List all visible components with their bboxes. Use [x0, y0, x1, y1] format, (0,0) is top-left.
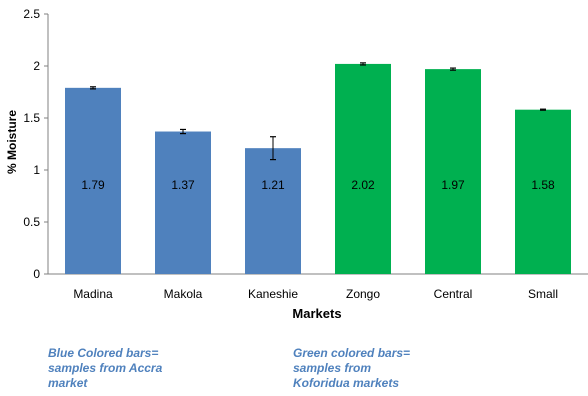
error-bar-central	[450, 67, 456, 71]
error-bar-small	[540, 108, 546, 111]
note-line: samples from Accra	[48, 361, 163, 375]
data-label-zongo: 2.02	[351, 178, 375, 192]
y-tick-label: 1.5	[23, 111, 40, 125]
y-tick-label: 2.5	[23, 7, 40, 21]
data-label-makola: 1.37	[171, 178, 195, 192]
data-label-small: 1.58	[531, 178, 555, 192]
data-labels: 1.79 1.37 1.21 2.02 1.97 1.58	[81, 178, 555, 192]
y-tick-label: 0.5	[23, 215, 40, 229]
x-tick-label-central: Central	[434, 287, 473, 301]
note-line: Green colored bars=	[293, 346, 411, 360]
x-tick-label-zongo: Zongo	[346, 287, 380, 301]
x-tick-label-kaneshie: Kaneshie	[248, 287, 298, 301]
y-tick-label: 0	[33, 267, 40, 281]
y-axis-title: % Moisture	[5, 110, 19, 174]
bar-madina	[65, 87, 121, 274]
bar-chart: 0 0.5 1 1.5 2 2.5 Madina Makola Kaneshie Zongo Ce…	[5, 7, 588, 321]
bar-kaneshie	[245, 148, 301, 274]
x-tick-label-makola: Makola	[164, 287, 203, 301]
data-label-madina: 1.79	[81, 178, 105, 192]
note-line: Koforidua markets	[293, 376, 400, 390]
legend-note-koforidua: Green colored bars= samples from Koforid…	[293, 346, 410, 391]
error-bar-makola	[180, 128, 186, 135]
note-line: samples from	[293, 361, 372, 375]
x-axis: Madina Makola Kaneshie Zongo Central Small	[48, 273, 588, 301]
bar-zongo	[335, 63, 391, 274]
bar-small	[515, 109, 571, 275]
x-axis-title: Markets	[292, 306, 341, 321]
note-line: Blue Colored bars=	[48, 346, 159, 360]
error-bar-zongo	[360, 62, 366, 66]
x-tick-label-madina: Madina	[73, 287, 113, 301]
y-axis: 0 0.5 1 1.5 2 2.5	[23, 7, 49, 281]
y-tick-label: 2	[33, 59, 40, 73]
data-label-kaneshie: 1.21	[261, 178, 285, 192]
y-tick-label: 1	[33, 163, 40, 177]
legend-note-accra: Blue Colored bars= samples from Accra ma…	[48, 346, 162, 391]
data-label-central: 1.97	[441, 178, 465, 192]
bars	[65, 63, 571, 275]
bar-makola	[155, 131, 211, 274]
error-bars	[90, 62, 546, 161]
x-tick-label-small: Small	[528, 287, 558, 301]
error-bar-madina	[90, 86, 96, 90]
error-bar-kaneshie	[270, 136, 276, 161]
note-line: market	[48, 376, 88, 390]
bar-central	[425, 69, 481, 275]
